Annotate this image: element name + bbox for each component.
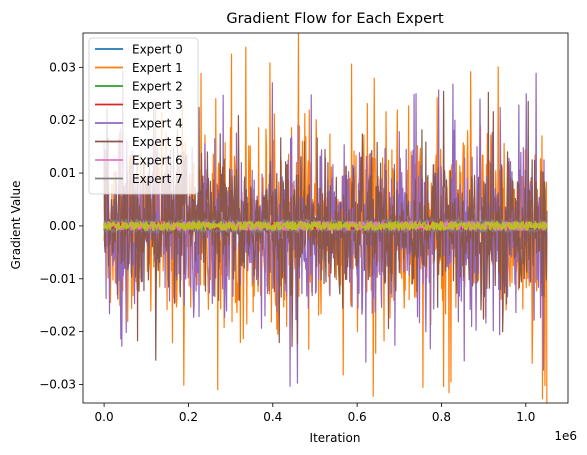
axes-frame (82, 32, 569, 404)
series-line-5 (103, 90, 548, 361)
x-axis-title: Iteration (310, 431, 361, 445)
x-tick-label: 0.4 (263, 410, 282, 424)
x-tick-label: 1.0 (516, 410, 535, 424)
y-tick-label: 0.00 (49, 219, 76, 233)
x-tick-label: 0.2 (179, 410, 198, 424)
legend-entry: Expert 2 (132, 80, 183, 94)
legend: Expert 0 Expert 1 Expert 2 Expert 3 Expert 4… (88, 37, 199, 195)
legend-entry: Expert 6 (132, 154, 183, 168)
x-tick-label: 0.8 (432, 410, 451, 424)
y-tick-label: 0.02 (49, 113, 76, 127)
x-axis-offset-label: 1e6 (554, 429, 577, 443)
legend-entry: Expert 1 (132, 61, 183, 75)
legend-entry: Expert 0 (132, 43, 183, 57)
legend-box (88, 37, 199, 195)
plot-area (103, 33, 548, 403)
x-tick-label: 0.0 (95, 410, 114, 424)
y-tick-label: 0.03 (49, 60, 76, 74)
y-tick-label: −0.01 (39, 272, 76, 286)
axes: 0.0 0.2 0.4 0.6 0.8 1.0 −0.03 −0.02 −0.01 0.00 0.0… (39, 32, 569, 424)
x-tick-label: 0.6 (348, 410, 367, 424)
series-line-8 (103, 220, 548, 231)
y-axis-title: Gradient Value (9, 181, 23, 270)
legend-entry: Expert 3 (132, 98, 183, 112)
legend-entry: Expert 7 (132, 172, 183, 186)
legend-entry: Expert 4 (132, 117, 183, 131)
legend-entry: Expert 5 (132, 135, 183, 149)
y-tick-label: −0.03 (39, 378, 76, 392)
series-lines (103, 33, 548, 403)
y-tick-label: −0.02 (39, 325, 76, 339)
y-tick-label: 0.01 (49, 166, 76, 180)
chart-title: Gradient Flow for Each Expert (226, 11, 444, 27)
